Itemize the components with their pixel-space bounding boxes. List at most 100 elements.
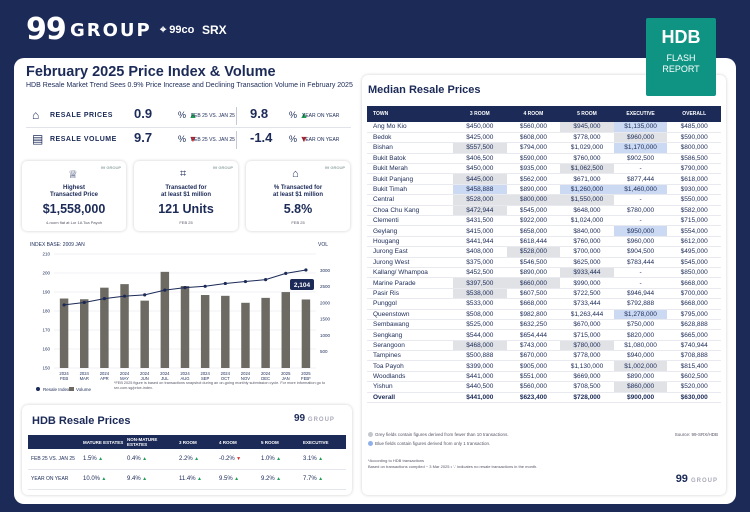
callout-value: 2,104 [294,282,311,289]
price-cell: $760,000 [560,236,614,248]
table-row: Kallang/ Whampoa $452,500 $890,000 $933,444… [367,267,721,279]
total-cell: $630,000 [667,391,721,404]
price-cell: $590,000 [667,132,721,144]
price-cell: $590,000 [506,153,561,165]
price-cell: $780,000 [613,205,668,217]
price-cell: $425,000 [453,132,507,144]
x-tick-month: OCT [221,376,230,381]
price-cell: $671,000 [560,173,614,185]
volume-bar [281,292,291,368]
logo-99: 99 [26,12,67,47]
x-tick-year: 2024 [200,371,210,376]
price-cell: $648,000 [560,205,614,217]
town-name: Jurong West [367,257,453,268]
price-cell: $668,000 [506,298,561,310]
town-name: Choa Chu Kang [367,205,453,217]
price-cell: $582,000 [667,205,721,217]
x-tick-year: 2024 [80,371,90,376]
price-cell: $820,000 [613,329,668,341]
resale-index-point [143,293,147,297]
volume-bar [79,299,89,368]
price-cell: $528,000 [506,246,561,258]
trophy-icon: ♕ [68,169,78,181]
price-cell: $933,444 [560,267,614,279]
price-cell: $700,000 [667,288,721,300]
vol-tick-label: 1500 [320,317,331,322]
price-cell: $960,000 [613,236,668,248]
x-tick-year: 2024 [180,371,190,376]
volume-bar [261,297,270,368]
price-cell: $546,500 [506,257,561,268]
town-name: Jurong East [367,246,453,258]
price-cell: $628,888 [667,319,721,331]
price-cell: $408,000 [453,246,507,258]
price-cell: $495,000 [667,246,721,258]
x-tick-month: SEP [201,376,210,381]
town-name: Clementi [367,215,453,227]
price-cell: $632,250 [506,319,561,331]
median-table: TOWN 3 ROOM 4 ROOM 5 ROOM EXECUTIVE OVER… [367,106,721,404]
table-row: Jurong East $408,000 $528,000 $700,000 $904,… [367,246,721,258]
table-row: Punggol $533,000 $668,000 $733,444 $792,888 $… [367,298,721,310]
watermark-99group: 99 GROUP [294,413,335,424]
x-tick-year: 2024 [59,371,69,376]
price-cell: $1,550,000 [560,194,614,206]
x-tick-year: 2024 [241,371,251,376]
x-tick-month: FEB* [301,376,311,381]
x-tick-year: 2024 [221,371,231,376]
price-cell: $445,000 [453,173,507,185]
town-name: Pasir Ris [367,288,453,300]
price-cell: $750,000 [613,319,668,331]
change-cell: 9.2% ▲ [258,469,300,490]
price-cell: $1,260,000 [560,184,614,196]
table-row: Clementi $431,500 $922,000 $1,024,000- $715,… [367,215,721,227]
price-cell: $902,500 [613,153,668,165]
kpi-resale-prices: ⌂ RESALE PRICES 0.9% ▲ FEB 25 VS. JAN 25… [26,104,351,128]
change-cell: 7.7% ▲ [300,469,346,490]
page-title: February 2025 Price Index & Volume [26,64,276,80]
price-cell: $922,000 [506,215,561,227]
price-cell: $608,000 [506,132,561,144]
price-cell: $508,000 [453,309,507,320]
price-cell: $722,500 [560,288,614,300]
town-name: Bishan [367,142,453,154]
price-cell: - [613,194,668,206]
price-cell: $780,000 [560,340,614,352]
table-row: Bedok $425,000 $608,000 $778,000 $960,000 $59… [367,132,721,144]
change-cell: 10.0% ▲ [80,469,124,490]
town-name: Woodlands [367,371,453,383]
x-tick-month: MAY [120,376,129,381]
median-resale-prices-panel: Median Resale Prices TOWN 3 ROOM 4 ROOM … [362,75,726,495]
price-cell: $560,000 [506,381,561,393]
price-cell: $472,944 [453,205,507,217]
price-cell: $670,000 [560,319,614,331]
town-name: Central [367,194,453,206]
price-cell: $406,500 [453,153,507,165]
price-cell: $468,000 [453,340,507,352]
top-bar: 99 GROUP ⌖ 99co SRX [0,0,750,56]
price-cell: $783,444 [613,257,668,268]
price-cell: $792,888 [613,298,668,310]
footnote: *According to HDB transactions Based on t… [368,458,538,469]
price-cell: $960,000 [613,132,668,144]
resale-index-point [223,281,227,286]
price-cell: $545,000 [667,257,721,268]
price-cell: $715,000 [667,215,721,227]
price-cell: $794,000 [506,142,561,154]
price-volume-chart: INDEX BASE: 2009 JAN VOL 150 160 170 180 190… [26,240,351,400]
table-row: Hougang $441,944 $618,444 $760,000 $960,000 $… [367,236,721,248]
hdb-flash-report-badge: HDB FLASH REPORT [646,18,716,96]
price-cell: $930,000 [667,184,721,196]
price-cell: $458,888 [453,184,507,196]
town-name: Bukit Merah [367,163,453,175]
x-tick-month: JUN [141,376,149,381]
price-cell: $982,800 [506,309,561,320]
town-name: Kallang/ Whampoa [367,267,453,279]
x-tick-year: 2025 [301,371,311,376]
price-cell: $415,000 [453,225,507,237]
change-cell: 2.2% ▲ [176,449,216,470]
town-name: Geylang [367,225,453,237]
table-row: Tampines $500,888 $670,000 $778,000 $940,000… [367,350,721,362]
price-cell: $778,000 [560,350,614,362]
resale-index-point [122,294,127,298]
